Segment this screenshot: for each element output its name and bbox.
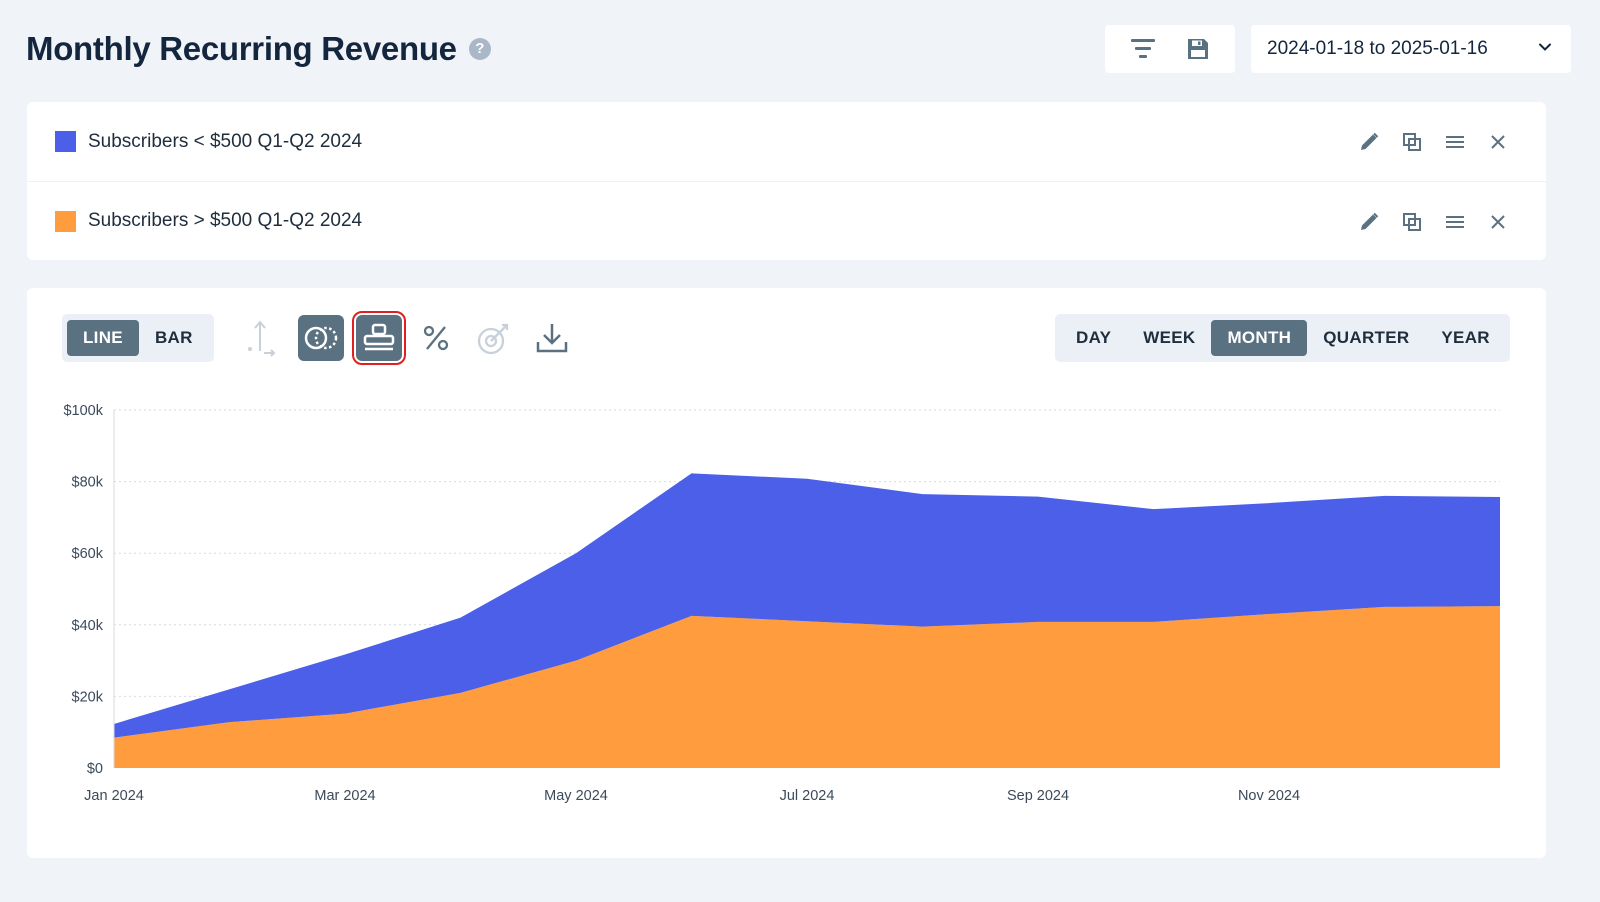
area-series <box>114 473 1500 738</box>
x-tick-label: Jul 2024 <box>780 788 835 804</box>
chart-type-line[interactable]: LINE <box>67 320 139 356</box>
chart-panel: LINE BAR <box>27 288 1546 858</box>
area-series <box>114 606 1500 768</box>
series-row: Subscribers > $500 Q1-Q2 2024 <box>27 181 1546 260</box>
y-tick-label: $20k <box>72 689 104 705</box>
filter-icon <box>1130 39 1155 58</box>
goal-button[interactable] <box>471 315 517 361</box>
save-button[interactable] <box>1178 29 1218 69</box>
series-color-swatch <box>55 131 76 152</box>
period-week[interactable]: WEEK <box>1143 328 1196 347</box>
page-title: Monthly Recurring Revenue ? <box>26 30 491 68</box>
reorder-series-handle[interactable] <box>1442 209 1467 234</box>
y-tick-label: $60k <box>72 546 104 562</box>
menu-icon <box>1445 215 1464 228</box>
x-tick-label: Sep 2024 <box>1007 788 1069 804</box>
chart-type-toggle: LINE BAR <box>62 314 214 362</box>
date-range-value: 2024-01-18 to 2025-01-16 <box>1267 38 1488 59</box>
axis-button[interactable] <box>237 315 283 361</box>
save-icon <box>1187 39 1208 59</box>
page-title-text: Monthly Recurring Revenue <box>26 30 457 67</box>
goal-icon <box>477 323 509 355</box>
y-tick-label: $0 <box>87 761 103 777</box>
series-list: Subscribers < $500 Q1-Q2 2024 Subscriber… <box>27 102 1546 260</box>
y-tick-label: $80k <box>72 475 104 491</box>
series-actions <box>1356 129 1510 154</box>
duplicate-series-button[interactable] <box>1399 209 1424 234</box>
period-month[interactable]: MONTH <box>1211 320 1308 356</box>
download-icon <box>536 324 568 353</box>
stack-icon <box>363 323 395 351</box>
series-actions <box>1356 209 1510 234</box>
percent-button[interactable] <box>413 315 459 361</box>
download-button[interactable] <box>529 315 575 361</box>
reorder-series-handle[interactable] <box>1442 129 1467 154</box>
copy-icon <box>1402 132 1421 151</box>
period-day[interactable]: DAY <box>1076 328 1112 347</box>
close-icon <box>1490 214 1505 229</box>
series-row: Subscribers < $500 Q1-Q2 2024 <box>27 102 1546 181</box>
y-tick-label: $100k <box>63 403 103 419</box>
axis-icon <box>248 320 276 357</box>
filter-button[interactable] <box>1123 29 1163 69</box>
stack-button[interactable] <box>352 311 406 365</box>
x-tick-label: Mar 2024 <box>314 788 375 804</box>
compare-icon <box>304 326 338 350</box>
menu-icon <box>1445 135 1464 148</box>
series-label: Subscribers > $500 Q1-Q2 2024 <box>88 210 363 231</box>
percent-icon <box>423 325 449 351</box>
x-tick-label: Jan 2024 <box>84 788 144 804</box>
y-tick-label: $40k <box>72 618 104 634</box>
header-tools <box>1105 25 1235 73</box>
pencil-icon <box>1360 212 1378 230</box>
period-toggle: DAY WEEK MONTH QUARTER YEAR <box>1055 314 1510 362</box>
mrr-area-chart: $0 $20k $40k $60k $80k $100k Jan 2024 Mar 2024 M… <box>63 403 1500 804</box>
compare-button[interactable] <box>298 315 344 361</box>
remove-series-button[interactable] <box>1485 209 1510 234</box>
page-header: Monthly Recurring Revenue ? 2024-01-18 t… <box>26 22 1578 74</box>
period-quarter[interactable]: QUARTER <box>1323 328 1410 347</box>
help-icon[interactable]: ? <box>468 38 491 60</box>
x-tick-label: Nov 2024 <box>1238 788 1300 804</box>
edit-series-button[interactable] <box>1356 129 1381 154</box>
close-icon <box>1490 134 1505 149</box>
date-range-picker[interactable]: 2024-01-18 to 2025-01-16 <box>1251 25 1571 73</box>
remove-series-button[interactable] <box>1485 129 1510 154</box>
series-label: Subscribers < $500 Q1-Q2 2024 <box>88 130 363 152</box>
pencil-icon <box>1360 132 1378 150</box>
copy-icon <box>1402 212 1421 231</box>
period-year[interactable]: YEAR <box>1441 328 1490 347</box>
chart-type-bar[interactable]: BAR <box>154 328 193 347</box>
duplicate-series-button[interactable] <box>1399 129 1424 154</box>
x-tick-label: May 2024 <box>544 788 608 804</box>
edit-series-button[interactable] <box>1356 209 1381 234</box>
series-color-swatch <box>55 210 76 232</box>
chevron-down-icon <box>1539 43 1551 51</box>
